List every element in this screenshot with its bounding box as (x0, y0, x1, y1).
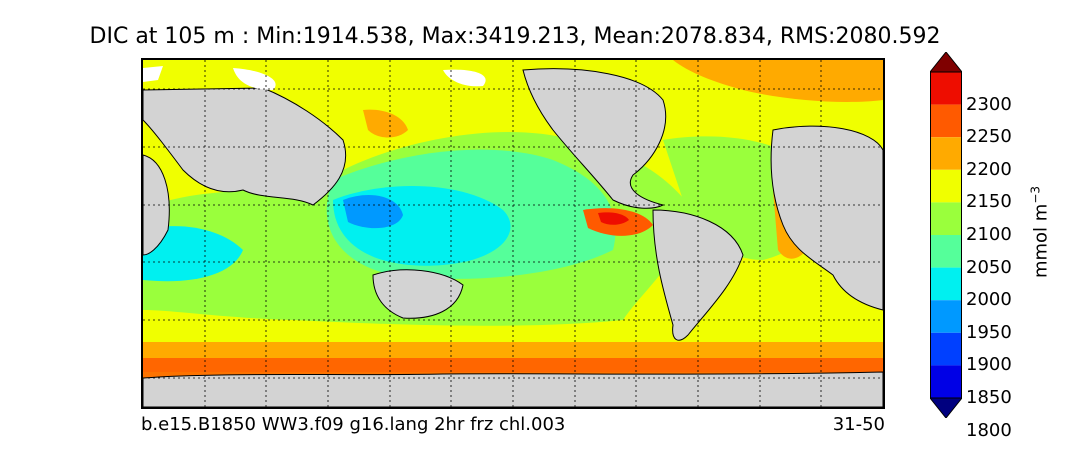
sea-ice-arctic-1 (233, 68, 276, 90)
colorbar-segment (930, 235, 962, 268)
colorbar-tick-label: 1900 (966, 354, 1012, 376)
colorbar-unit-label: mmol m−3 (1029, 186, 1052, 278)
land-africa-europe (770, 125, 883, 311)
colorbar-tick-label: 2100 (966, 224, 1012, 245)
sea-ice-arctic-2 (443, 69, 486, 87)
ocean-region-east-pacific-max (598, 212, 629, 225)
colorbar-extend-low (930, 397, 962, 418)
colorbar-tick-label: 2150 (966, 191, 1012, 213)
colorbar-segment (930, 267, 962, 301)
land-north-america (522, 68, 667, 209)
colorbar-segment (930, 332, 962, 366)
years-caption: 31-50 (832, 414, 885, 435)
colorbar-segment (930, 137, 962, 170)
colorbar-segment (930, 300, 962, 333)
dic-map (141, 58, 885, 409)
colorbar-frame (930, 71, 962, 399)
colorbar-extend-high (930, 52, 962, 73)
map-title: DIC at 105 m : Min:1914.538, Max:3419.21… (89, 24, 941, 49)
land-africa-west-edge (143, 154, 170, 256)
ocean-region-kuroshio (363, 109, 408, 138)
land-australia (372, 269, 464, 319)
colorbar-segment (930, 104, 962, 138)
colorbar-tick-label: 2300 (966, 93, 1012, 115)
colorbar-segment (930, 365, 962, 398)
colorbar-tick-label: 1800 (966, 419, 1012, 441)
sea-ice-arctic-3 (143, 66, 163, 82)
ocean-region-indian-ocean (143, 226, 243, 282)
land-asia (143, 87, 347, 206)
colorbar-tick-label: 1850 (966, 387, 1012, 408)
unit-base: mmol m (1030, 203, 1052, 279)
run-name-caption: b.e15.B1850 WW3.f09 g16.lang 2hr frz chl… (141, 414, 566, 435)
unit-exponent: −3 (1028, 185, 1043, 204)
colorbar-segment (930, 169, 962, 203)
ocean-region-arctic (673, 60, 883, 102)
colorbar-tick-label: 2250 (966, 126, 1012, 148)
ocean-region-min-dic (343, 195, 403, 229)
colorbar-tick-label: 1950 (966, 321, 1012, 343)
ocean-band-southern-high (143, 358, 883, 378)
colorbar-segment (930, 202, 962, 235)
colorbar (930, 52, 962, 418)
colorbar-tick-label: 2200 (966, 158, 1012, 180)
colorbar-tick-label: 2050 (966, 256, 1012, 278)
graticule (143, 60, 883, 407)
colorbar-segment (930, 72, 962, 105)
colorbar-tick-label: 2000 (966, 289, 1012, 311)
